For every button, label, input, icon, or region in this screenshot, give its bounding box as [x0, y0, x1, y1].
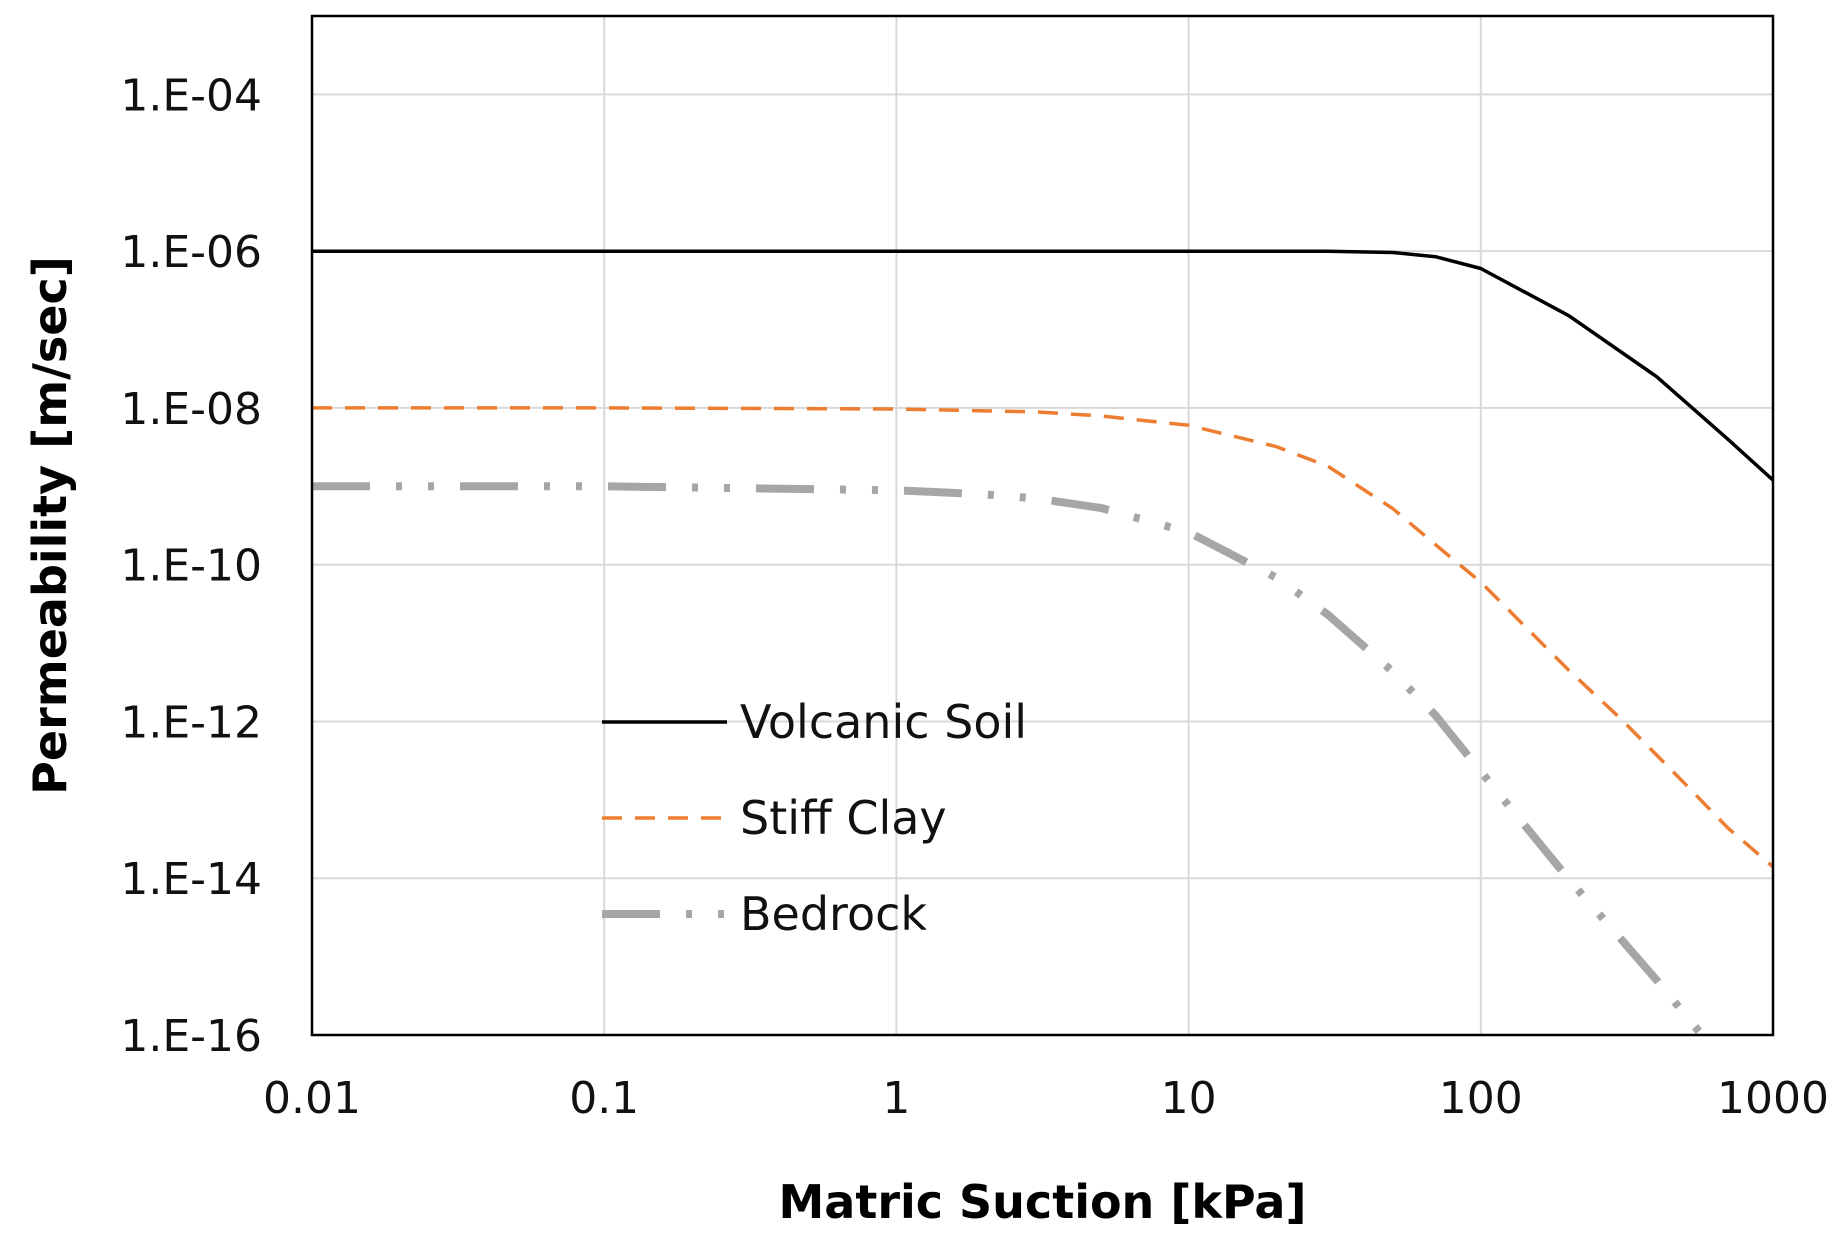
- legend: Volcanic Soil Stiff Clay Bedrock: [602, 695, 1027, 941]
- y-axis-title: Permeability [m/sec]: [23, 256, 77, 795]
- series-line-stiff-clay: [312, 406, 1773, 869]
- y-tick-label: 1.E-06: [120, 227, 262, 278]
- legend-label-bedrock: Bedrock: [740, 887, 927, 941]
- legend-label-stiff-clay: Stiff Clay: [740, 791, 947, 845]
- series-line-volcanic-soil: [312, 249, 1773, 482]
- x-tick-label: 10: [1161, 1073, 1217, 1124]
- y-tick-label: 1.E-10: [120, 541, 262, 592]
- y-tick-label: 1.E-08: [120, 384, 262, 435]
- x-tick-label: 100: [1439, 1073, 1523, 1124]
- y-tick-label: 1.E-04: [120, 70, 262, 121]
- plot-frame: [310, 14, 1775, 1037]
- grid-layer: [311, 16, 1774, 1036]
- series-line-bedrock: [312, 482, 1773, 1035]
- y-tick-label: 1.E-12: [120, 697, 262, 748]
- x-tick-labels: 0.01 0.1 1 10 100 1000: [263, 1073, 1829, 1124]
- y-tick-label: 1.E-14: [120, 854, 262, 905]
- legend-label-volcanic-soil: Volcanic Soil: [740, 695, 1027, 749]
- series-layer: [312, 249, 1773, 1035]
- x-tick-label: 0.01: [263, 1073, 361, 1124]
- x-tick-label: 1000: [1717, 1073, 1829, 1124]
- x-axis-title: Matric Suction [kPa]: [779, 1175, 1307, 1229]
- y-tick-label: 1.E-16: [120, 1011, 262, 1062]
- x-tick-label: 1: [882, 1073, 910, 1124]
- y-tick-labels: 1.E-16 1.E-14 1.E-12 1.E-10 1.E-08 1.E-06 1.E-…: [120, 70, 262, 1062]
- x-tick-label: 0.1: [569, 1073, 639, 1124]
